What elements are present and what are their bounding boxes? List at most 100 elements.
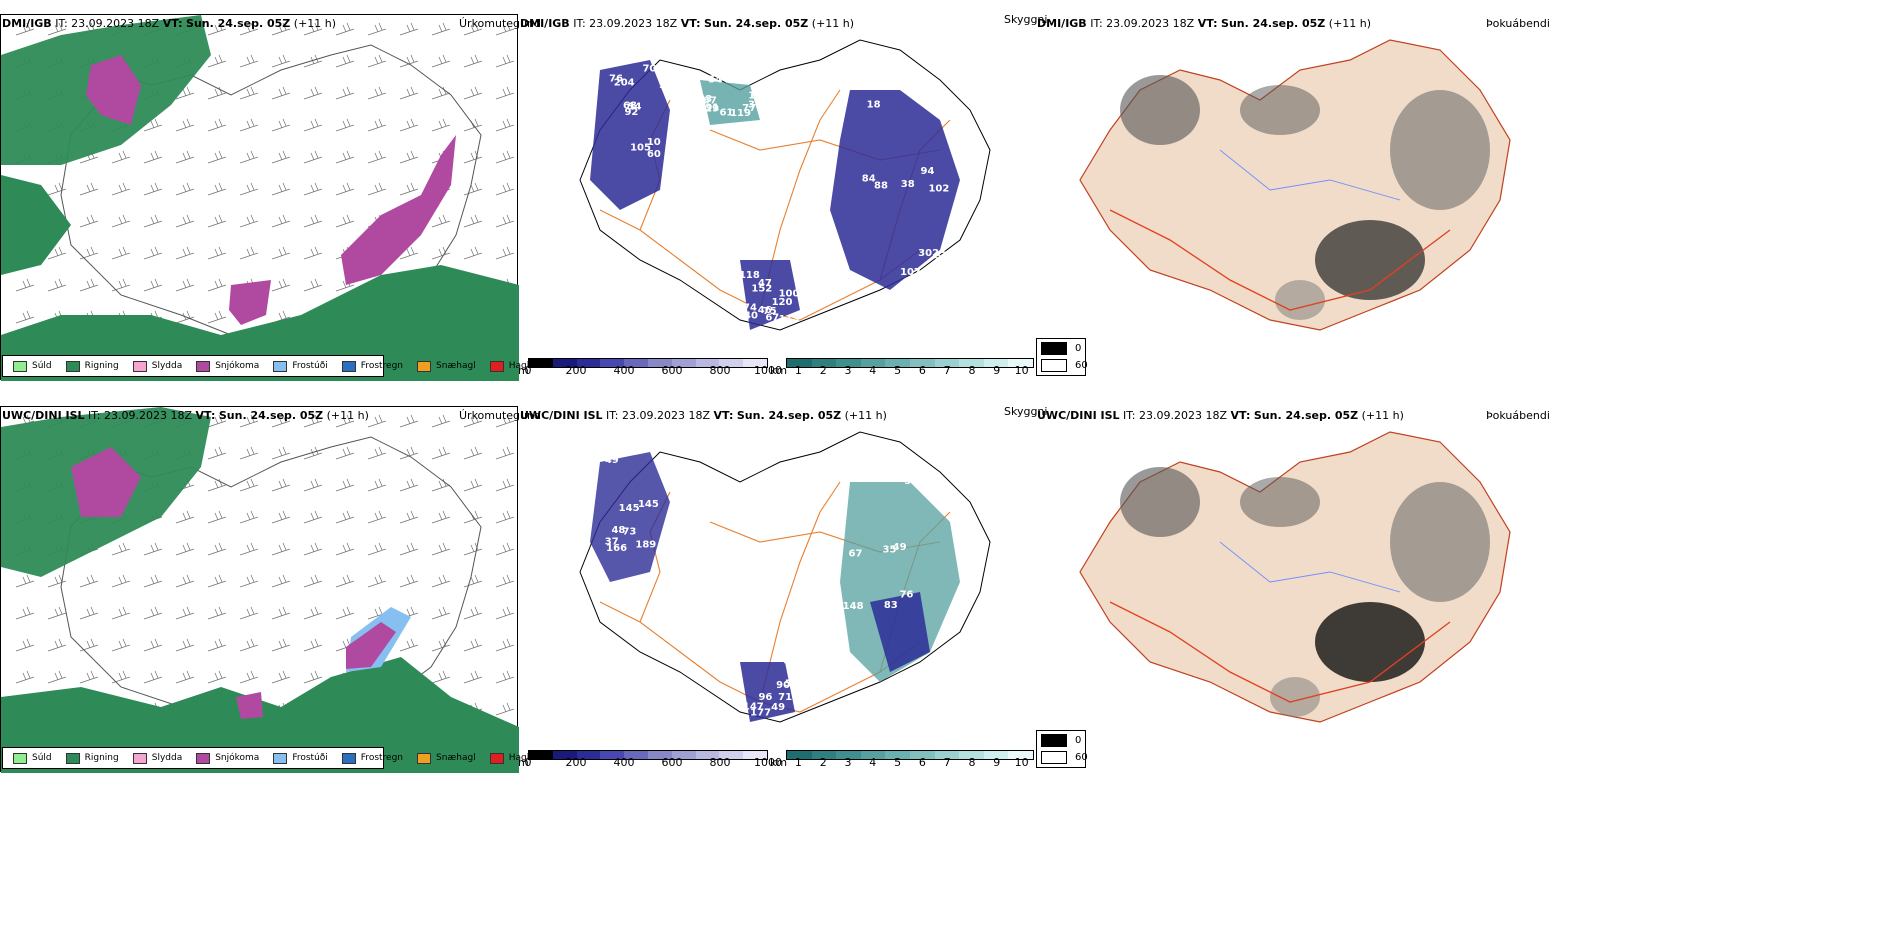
colorbar-segment [1008,751,1033,759]
legend-label: Súld [32,361,52,371]
vis-value-label: 177 [750,708,771,719]
legend-item: Rigning [65,360,119,372]
vis-value-labels: 189 67 51 57 73 35 90 98 145 49 147 138 166 83 71 68 145… [605,455,954,719]
snow-area-nw [86,55,141,125]
wind-barb [303,22,323,36]
wind-barb [431,574,451,588]
wind-barb [207,214,227,228]
vt-label: VT: [162,17,183,30]
wind-barb [303,638,323,652]
wind-barb [47,182,67,196]
legend-label: Slydda [151,753,183,763]
precip-title: Úrkomutegund [459,409,541,422]
vis-value-label: 68 [749,499,763,510]
wind-barb [399,118,419,132]
colorbar-segment [600,751,625,759]
vt-value: Sun. 24.sep. 05Z [1221,17,1326,30]
vis-value-label: 145 [638,499,659,510]
colorbar-tick: 400 [613,364,635,377]
legend-swatch [273,752,288,764]
wind-barb [463,246,483,260]
wind-barb [495,542,515,556]
vis-value-label: 46 [758,305,772,316]
vis-value-label: 68 [623,101,637,112]
wind-barb [463,214,483,228]
wind-barb [367,22,387,36]
wind-barb [367,86,387,100]
wind-barb [399,638,419,652]
colorbar-tick: 8 [968,364,976,377]
legend-item: Frostúði [273,360,328,372]
wind-barb [303,182,323,196]
it-value: 23.09.2023 18Z [104,409,193,422]
colorbar-tick: 10 [1014,756,1029,769]
colorbar-tick: 2 [819,756,827,769]
vis-value-label: 96 [758,692,772,703]
vis-value-label: 34 [713,492,727,503]
wind-barb [431,478,451,492]
wind-barb [111,542,131,556]
vis-value-label: 147 [743,701,764,712]
wind-barb [239,86,259,100]
wind-barb [399,86,419,100]
precip-title: Úrkomutegund [459,17,541,30]
vis-value-label: 152 [751,283,772,294]
wind-barb [431,446,451,460]
vis-value-label: 63 [701,506,715,517]
wind-barb [463,542,483,556]
colorbar-tick: 4 [869,756,877,769]
vis-value-label: 120 [772,297,793,308]
vis-value-label: 76 [609,74,623,85]
legend-swatch [273,360,288,372]
vis-value-label: 67 [849,548,863,559]
wind-barb [207,446,227,460]
wind-barb [399,22,419,36]
model-prefix: UWC/DINI ISL [520,409,603,422]
wind-barb [47,22,67,36]
wind-barb [239,150,259,164]
colorbar-segment [860,751,886,759]
colorbar-segment [860,359,886,367]
colorbar-segment [787,359,812,367]
wind-barb [239,214,259,228]
wind-barb [463,606,483,620]
lead-time: (+11 h) [1361,409,1404,422]
vis-map: 189 67 51 57 73 35 90 98 145 49 147 138 166 83 71 68 145… [579,431,991,723]
wind-barb [399,246,419,260]
it-label: IT: [1090,17,1103,30]
wind-barb [207,542,227,556]
colorbar-segment [909,359,935,367]
colorbar-segment [743,359,767,367]
colorbar-segment [811,751,837,759]
legend-item: Haglél [489,752,537,764]
snow-area-s [229,280,271,325]
vis-value-label: 204 [614,78,635,89]
wind-barb [495,510,515,524]
roads-rivers [1109,541,1451,703]
wind-barb [303,446,323,460]
wind-barb [367,150,387,164]
wind-barb [207,54,227,68]
legend-swatch [341,360,356,372]
wind-barb [47,278,67,292]
snow-area-e [346,622,396,669]
colorbar-segment [624,359,648,367]
legend-swatch [417,360,432,372]
wind-barb [111,278,131,292]
legend-label: Frostregn [360,361,404,371]
vis-value-label: 92 [624,107,638,118]
wind-barb [175,638,195,652]
legend-item: Rigning [65,752,119,764]
wind-barb [239,22,259,36]
vis-colorbar-km [786,358,1034,368]
wind-barb [79,182,99,196]
legend-label: Haglél [508,361,538,371]
model-prefix: DMI/IGB [520,17,570,30]
wind-barb [207,638,227,652]
lead-time: (+11 h) [844,409,887,422]
vis-value-label: 102 [928,184,949,195]
colorbar-tick: 1000 [754,364,782,377]
vis-value-label: 94 [921,166,935,177]
wind-barb [399,542,419,556]
wind-barb [15,638,35,652]
